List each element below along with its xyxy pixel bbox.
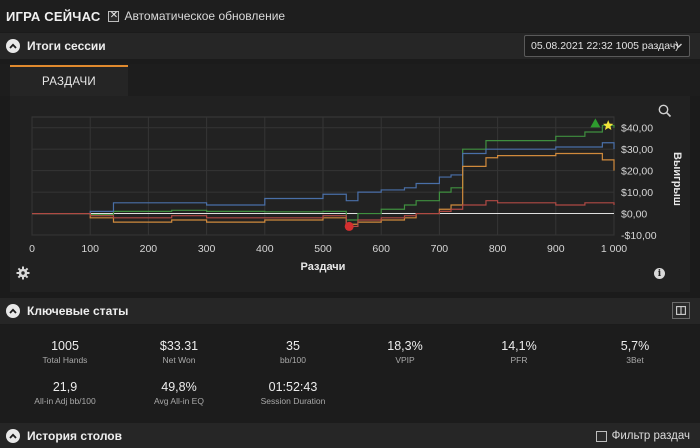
x-tick-label: 200 (140, 243, 158, 255)
hand-filter-label[interactable]: Фильтр раздач (611, 430, 690, 442)
stat-value: 18,3% (387, 339, 423, 353)
collapse-chevron-icon[interactable] (6, 304, 20, 318)
red-blob-icon (344, 221, 354, 231)
stat-value: 35 (286, 339, 300, 353)
y-tick-label: $10,00 (621, 187, 653, 199)
top-bar: ИГРА СЕЙЧАС ✕ Автоматическое обновление (0, 0, 700, 32)
stat-value: 14,1% (501, 339, 537, 353)
x-tick-label: 900 (547, 243, 565, 255)
x-tick-label: 800 (489, 243, 507, 255)
stat-value: $33.31 (159, 339, 199, 353)
stat-net-won: $33.31 Net Won (124, 339, 234, 365)
stat-label: Net Won (162, 355, 196, 365)
key-stats-panel: 1005 Total Hands $33.31 Net Won 35 bb/10… (0, 325, 700, 423)
layout-toggle-button[interactable] (672, 302, 690, 319)
x-tick-label: 300 (198, 243, 216, 255)
stat-label: All-in Adj bb/100 (34, 396, 96, 406)
collapse-chevron-icon[interactable] (6, 428, 20, 443)
stat-vpip: 18,3% VPIP (350, 339, 460, 365)
winnings-chart: 0 100 200 300 400 500 600 700 800 900 1 000-$10,00… (29, 116, 683, 273)
stat-total-hands: 1005 Total Hands (10, 339, 120, 365)
stat-label: Session Duration (260, 396, 326, 406)
stat-label: 3Bet (626, 355, 644, 365)
collapse-chevron-icon[interactable] (6, 39, 20, 53)
x-tick-label: 100 (81, 243, 99, 255)
split-panel-icon (676, 306, 686, 315)
gear-icon[interactable] (16, 266, 30, 283)
auto-update-label[interactable]: Автоматическое обновление (124, 9, 286, 23)
auto-update-checkbox[interactable]: ✕ (108, 10, 120, 22)
tab-hands[interactable]: РАЗДАЧИ (10, 65, 128, 96)
y-axis-label: Выигрыш (671, 152, 683, 206)
stat-label: PFR (510, 355, 528, 365)
session-chart: 0 100 200 300 400 500 600 700 800 900 1 000 -$10,00… (10, 96, 690, 292)
app-title: ИГРА СЕЙЧАС (6, 8, 101, 24)
stat-value: 1005 (51, 339, 79, 353)
zoom-icon[interactable] (658, 104, 672, 121)
stat-allin-adj-bb100: 21,9 All-in Adj bb/100 (10, 380, 120, 406)
stat-session-duration: 01:52:43 Session Duration (238, 380, 348, 406)
stat-avg-allin-eq: 49,8% Avg All-in EQ (124, 380, 234, 406)
x-tick-label: 1 000 (601, 243, 627, 255)
series-line-2 (32, 142, 615, 215)
stat-3bet: 5,7% 3Bet (580, 339, 690, 365)
tables-history-title: История столов (27, 428, 122, 443)
session-summary-header: Итоги сессии 05.08.2021 22:32 1005 разда… (0, 33, 700, 59)
stat-label: Total Hands (42, 355, 88, 365)
tables-history-header: История столов Фильтр раздач (0, 423, 700, 448)
stat-label: bb/100 (280, 355, 306, 365)
y-tick-label: $20,00 (621, 166, 653, 178)
y-tick-label: $0,00 (621, 209, 647, 221)
x-tick-label: 700 (431, 243, 449, 255)
x-axis-label: Раздачи (301, 261, 346, 273)
series-line-3 (32, 152, 615, 225)
y-tick-label: $30,00 (621, 144, 653, 156)
tab-bar: РАЗДАЧИ (0, 64, 700, 96)
stat-bb100: 35 bb/100 (238, 339, 348, 365)
y-tick-label: -$10,00 (621, 230, 657, 242)
stat-value: 21,9 (52, 380, 78, 394)
x-tick-label: 600 (372, 243, 390, 255)
session-select[interactable]: 05.08.2021 22:32 1005 раздач) (524, 35, 690, 57)
session-select-value: 05.08.2021 22:32 1005 раздач) (531, 40, 679, 52)
session-summary-title: Итоги сессии (27, 39, 106, 53)
stat-label: Avg All-in EQ (154, 396, 204, 406)
key-stats-title: Ключевые статы (27, 304, 129, 318)
stat-value: 5,7% (620, 339, 650, 353)
series-line-1 (32, 124, 615, 221)
x-tick-label: 400 (256, 243, 274, 255)
series-line-4 (32, 200, 615, 228)
info-icon[interactable]: i (654, 268, 665, 279)
y-tick-label: $40,00 (621, 123, 653, 135)
x-tick-label: 500 (314, 243, 332, 255)
green-triangle-icon (590, 118, 601, 128)
chevron-down-icon (675, 43, 682, 48)
key-stats-header: Ключевые статы (0, 298, 700, 324)
x-tick-label: 0 (29, 243, 35, 255)
stat-label: VPIP (395, 355, 415, 365)
hand-filter-checkbox[interactable] (595, 430, 607, 442)
yellow-star-icon (602, 120, 614, 130)
stat-value: 01:52:43 (268, 380, 318, 394)
stat-pfr: 14,1% PFR (464, 339, 574, 365)
stat-value: 49,8% (161, 380, 197, 394)
hand-filter: Фильтр раздач (595, 423, 690, 448)
